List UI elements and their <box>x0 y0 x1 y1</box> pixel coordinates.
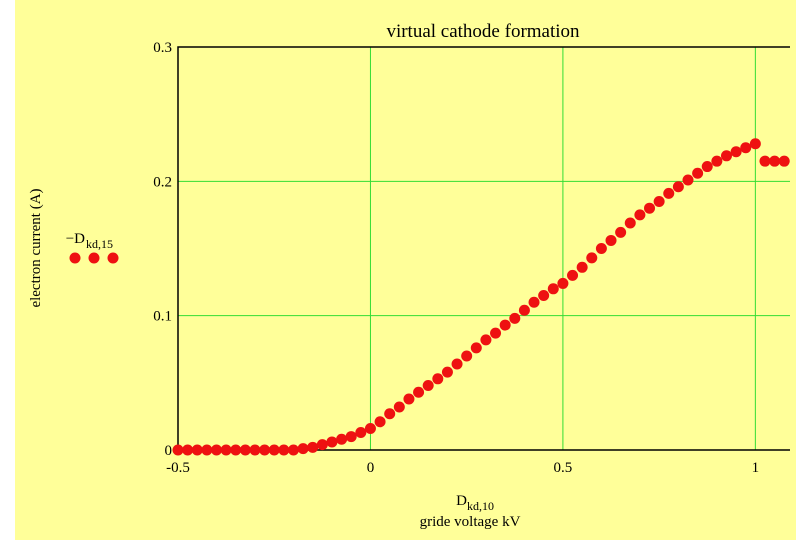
data-point <box>538 290 550 302</box>
data-point <box>307 441 319 453</box>
data-point <box>297 443 309 455</box>
data-point <box>336 433 348 445</box>
x-tick-label: -0.5 <box>166 460 190 476</box>
data-point <box>480 334 492 346</box>
data-point <box>249 444 261 456</box>
data-point <box>557 277 569 289</box>
data-point <box>682 174 694 186</box>
legend-marker <box>69 252 81 264</box>
data-point <box>644 202 656 214</box>
data-point <box>220 444 232 456</box>
x-tick-label: 0 <box>367 460 375 476</box>
y-axis-label: electron current (A) <box>28 188 44 307</box>
data-point <box>393 401 405 413</box>
data-point <box>720 150 732 162</box>
data-point <box>441 366 453 378</box>
legend-marker <box>107 252 119 264</box>
data-point <box>730 146 742 158</box>
data-point <box>191 444 203 456</box>
data-point <box>210 444 222 456</box>
data-point <box>413 386 425 398</box>
data-point <box>239 444 251 456</box>
data-point <box>634 209 646 221</box>
y-tick-label: 0 <box>165 443 173 459</box>
x-axis-label-2: gride voltage kV <box>420 514 521 530</box>
plot-frame <box>177 46 790 451</box>
data-point <box>692 167 704 179</box>
data-point <box>364 423 376 435</box>
data-point <box>499 319 511 331</box>
data-point <box>663 187 675 199</box>
data-point <box>672 181 684 193</box>
data-point <box>509 312 521 324</box>
legend-label: −D <box>66 231 85 247</box>
data-point <box>653 195 665 207</box>
y-tick-label: 0.2 <box>153 174 172 190</box>
data-point <box>576 261 588 273</box>
data-point <box>403 393 415 405</box>
data-point <box>374 416 386 428</box>
data-point <box>287 444 299 456</box>
data-point <box>230 444 242 456</box>
data-point <box>701 161 713 173</box>
x-tick-label: 1 <box>752 460 760 476</box>
data-point <box>432 373 444 385</box>
data-point <box>624 217 636 229</box>
data-point <box>759 155 771 167</box>
data-point <box>201 444 213 456</box>
data-point <box>278 444 290 456</box>
data-point <box>451 358 463 370</box>
data-point <box>384 408 396 420</box>
legend-label-sub: kd,15 <box>86 237 113 251</box>
data-point <box>615 226 627 238</box>
x-tick-label: 0.5 <box>554 460 573 476</box>
data-point <box>605 234 617 246</box>
x-axis-label-sub: kd,10 <box>467 499 494 513</box>
legend-marker <box>88 252 100 264</box>
data-point <box>470 342 482 354</box>
data-point <box>518 304 530 316</box>
data-point <box>345 431 357 443</box>
data-point <box>547 283 559 295</box>
data-point <box>711 155 723 167</box>
data-point <box>259 444 271 456</box>
chart-title: virtual cathode formation <box>386 21 580 42</box>
background <box>15 0 796 540</box>
data-point <box>316 439 328 451</box>
data-point <box>422 380 434 392</box>
data-point <box>595 243 607 254</box>
data-point <box>528 296 540 308</box>
data-point <box>769 155 781 167</box>
data-point <box>567 269 579 281</box>
y-tick-label: 0.3 <box>153 40 172 56</box>
y-tick-label: 0.1 <box>153 309 172 325</box>
data-point <box>268 444 280 456</box>
data-point <box>182 444 194 456</box>
data-point <box>326 436 338 448</box>
data-point <box>778 155 790 167</box>
data-point <box>740 142 752 154</box>
x-axis-label: D <box>456 493 467 509</box>
data-point <box>490 327 502 339</box>
data-point <box>586 252 598 264</box>
data-point <box>355 427 367 439</box>
data-point <box>461 350 473 362</box>
data-point <box>749 138 761 150</box>
data-point <box>172 444 184 456</box>
